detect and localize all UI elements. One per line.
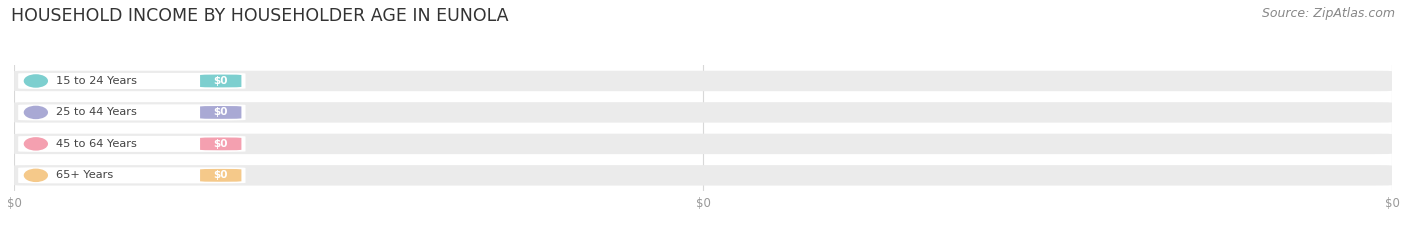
FancyBboxPatch shape [200,169,242,182]
Text: HOUSEHOLD INCOME BY HOUSEHOLDER AGE IN EUNOLA: HOUSEHOLD INCOME BY HOUSEHOLDER AGE IN E… [11,7,509,25]
Text: 15 to 24 Years: 15 to 24 Years [56,76,138,86]
Text: $0: $0 [214,107,228,117]
FancyBboxPatch shape [18,73,246,89]
Text: $0: $0 [214,170,228,180]
FancyBboxPatch shape [200,137,242,150]
Ellipse shape [24,106,48,119]
FancyBboxPatch shape [18,167,246,183]
FancyBboxPatch shape [200,106,242,119]
FancyBboxPatch shape [14,165,1392,185]
FancyBboxPatch shape [14,102,1392,123]
FancyBboxPatch shape [18,104,246,120]
Text: $0: $0 [214,76,228,86]
Ellipse shape [24,137,48,151]
Ellipse shape [24,169,48,182]
Text: Source: ZipAtlas.com: Source: ZipAtlas.com [1261,7,1395,20]
Ellipse shape [24,74,48,88]
Text: 65+ Years: 65+ Years [56,170,114,180]
Text: $0: $0 [214,139,228,149]
Text: 45 to 64 Years: 45 to 64 Years [56,139,138,149]
FancyBboxPatch shape [14,134,1392,154]
Text: 25 to 44 Years: 25 to 44 Years [56,107,138,117]
FancyBboxPatch shape [200,75,242,87]
FancyBboxPatch shape [14,71,1392,91]
FancyBboxPatch shape [18,136,246,152]
